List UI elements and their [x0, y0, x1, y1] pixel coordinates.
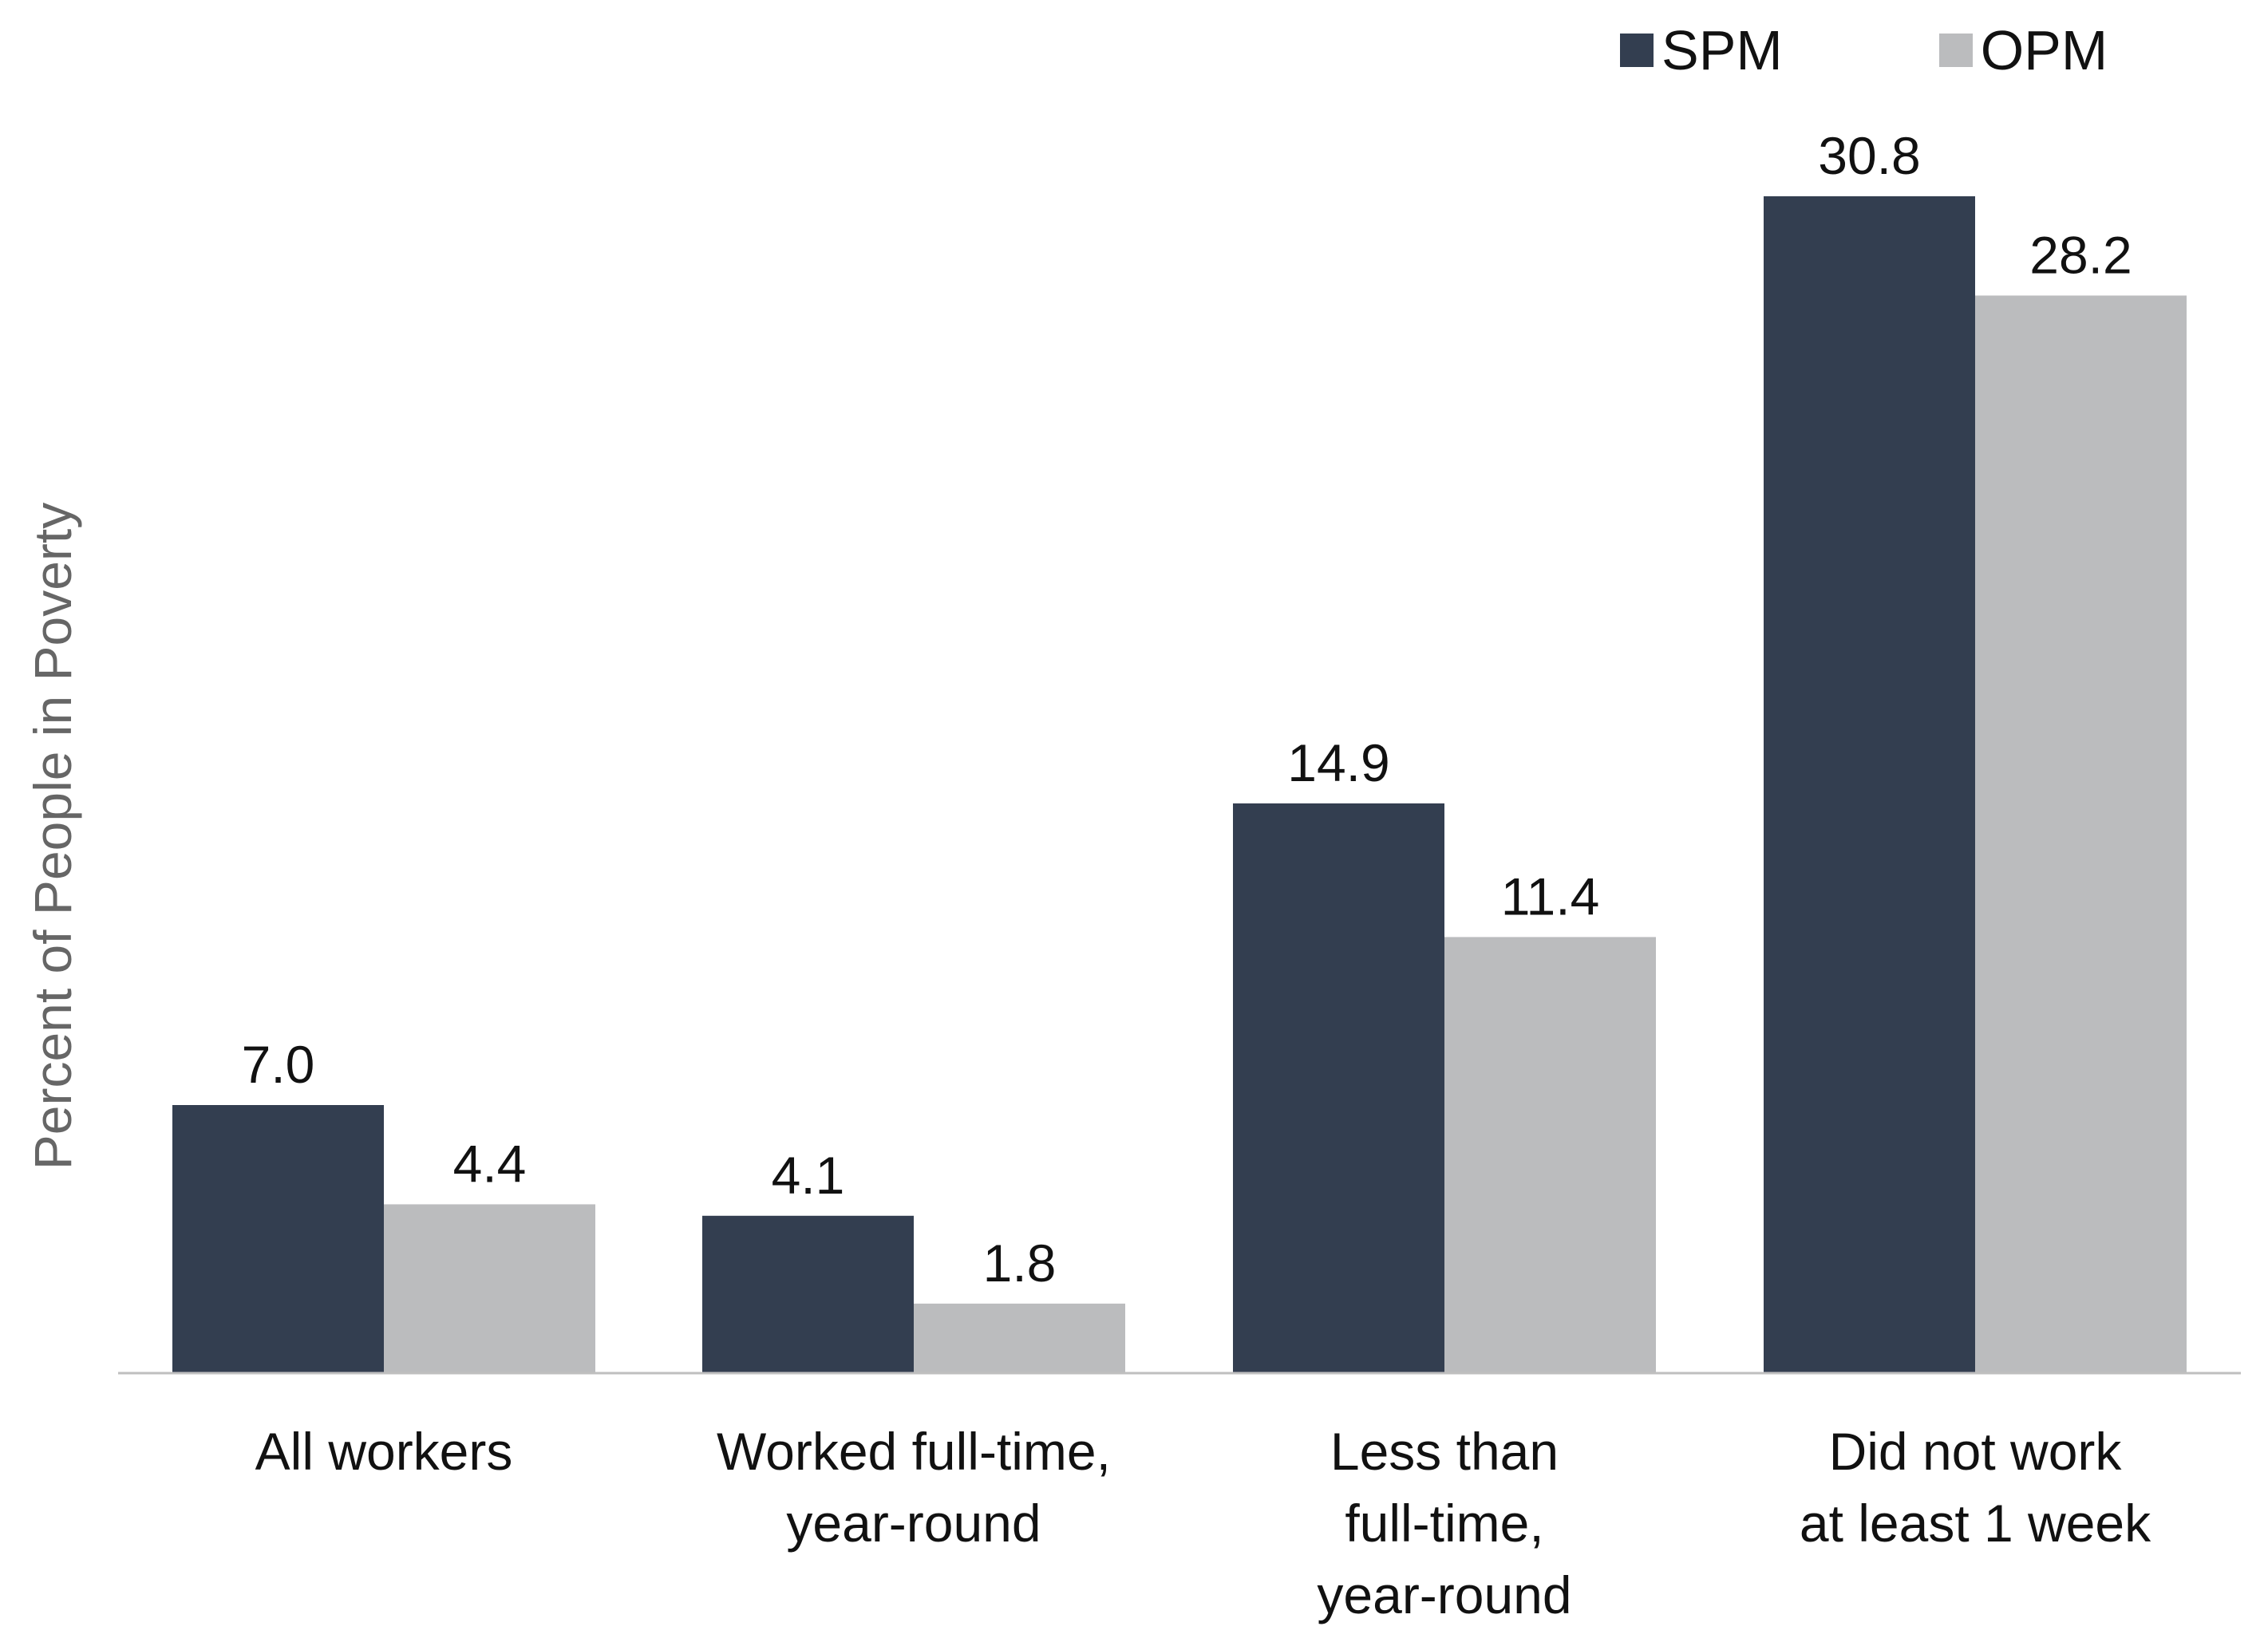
category-label-line: Worked full-time, — [717, 1422, 1111, 1481]
data-label-spm-3: 30.8 — [1818, 126, 1920, 185]
category-label-line: year-round — [786, 1494, 1041, 1553]
legend-swatch-spm — [1620, 34, 1654, 67]
legend-label-opm: OPM — [1980, 19, 2108, 81]
category-label-2: Less than full-time, year-round — [1317, 1422, 1571, 1624]
data-label-opm-3: 28.2 — [2029, 225, 2132, 284]
legend-label-spm: SPM — [1661, 19, 1783, 81]
category-label-1: Worked full-time, year-round — [717, 1422, 1111, 1553]
bar-opm-1 — [914, 1303, 1125, 1372]
category-label-line: Less than — [1330, 1422, 1559, 1481]
category-label-line: Did not work — [1829, 1422, 2123, 1481]
bar-opm-0 — [384, 1204, 595, 1372]
category-label-line: at least 1 week — [1800, 1494, 2151, 1553]
bar-spm-0 — [172, 1105, 384, 1372]
category-label-3: Did not work at least 1 week — [1800, 1422, 2151, 1553]
data-label-spm-2: 14.9 — [1287, 733, 1389, 792]
bar-opm-2 — [1444, 937, 1656, 1372]
legend-item-spm: SPM — [1620, 22, 1783, 78]
bar-spm-2 — [1233, 803, 1444, 1372]
category-label-line: year-round — [1317, 1565, 1571, 1624]
bar-opm-3 — [1975, 295, 2187, 1372]
bar-spm-3 — [1764, 196, 1975, 1372]
legend: SPM OPM — [1620, 22, 2108, 78]
bar-spm-1 — [702, 1215, 914, 1372]
category-label-0: All workers — [255, 1422, 513, 1481]
data-label-opm-2: 11.4 — [1501, 866, 1600, 926]
data-label-spm-1: 4.1 — [772, 1146, 845, 1205]
data-label-opm-1: 1.8 — [983, 1234, 1057, 1293]
data-label-opm-0: 4.4 — [453, 1134, 527, 1193]
category-label-line: full-time, — [1345, 1494, 1543, 1553]
legend-swatch-opm — [1938, 34, 1973, 67]
legend-item-opm: OPM — [1938, 19, 2108, 81]
data-label-spm-0: 7.0 — [242, 1035, 315, 1094]
category-label-line: All workers — [255, 1422, 513, 1481]
